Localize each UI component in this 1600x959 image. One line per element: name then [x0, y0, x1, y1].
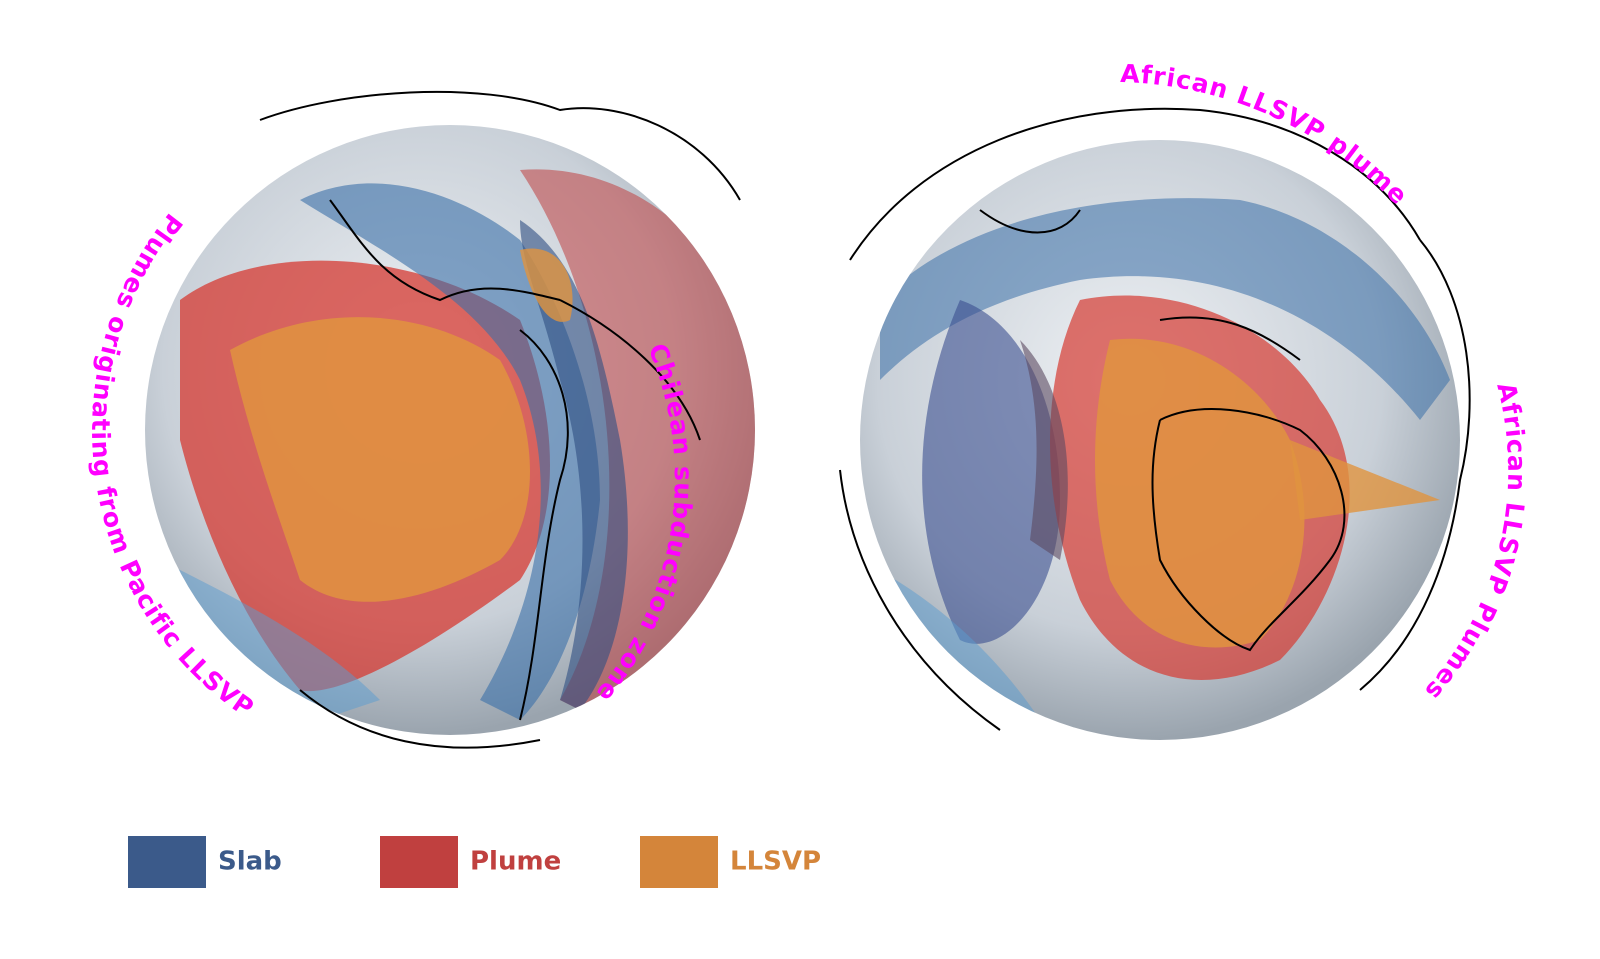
- legend-swatch: [380, 836, 458, 888]
- legend-swatch: [128, 836, 206, 888]
- left-globe: Plumes originating from Pacific LLSVP Ch…: [86, 90, 755, 749]
- structures: [160, 169, 755, 720]
- legend-label: Plume: [470, 847, 561, 877]
- right-globe: African LLSVP plume African LLSVP Plumes: [839, 59, 1530, 740]
- coastline: [839, 239, 1471, 731]
- coastline: [259, 90, 741, 721]
- legend-label: Slab: [218, 847, 282, 877]
- coastline: [299, 689, 541, 749]
- structures: [860, 198, 1450, 720]
- coastline: [849, 107, 1421, 652]
- legend-swatch: [640, 836, 718, 888]
- legend-label: LLSVP: [730, 847, 821, 877]
- legend: Slab Plume LLSVP: [128, 836, 821, 888]
